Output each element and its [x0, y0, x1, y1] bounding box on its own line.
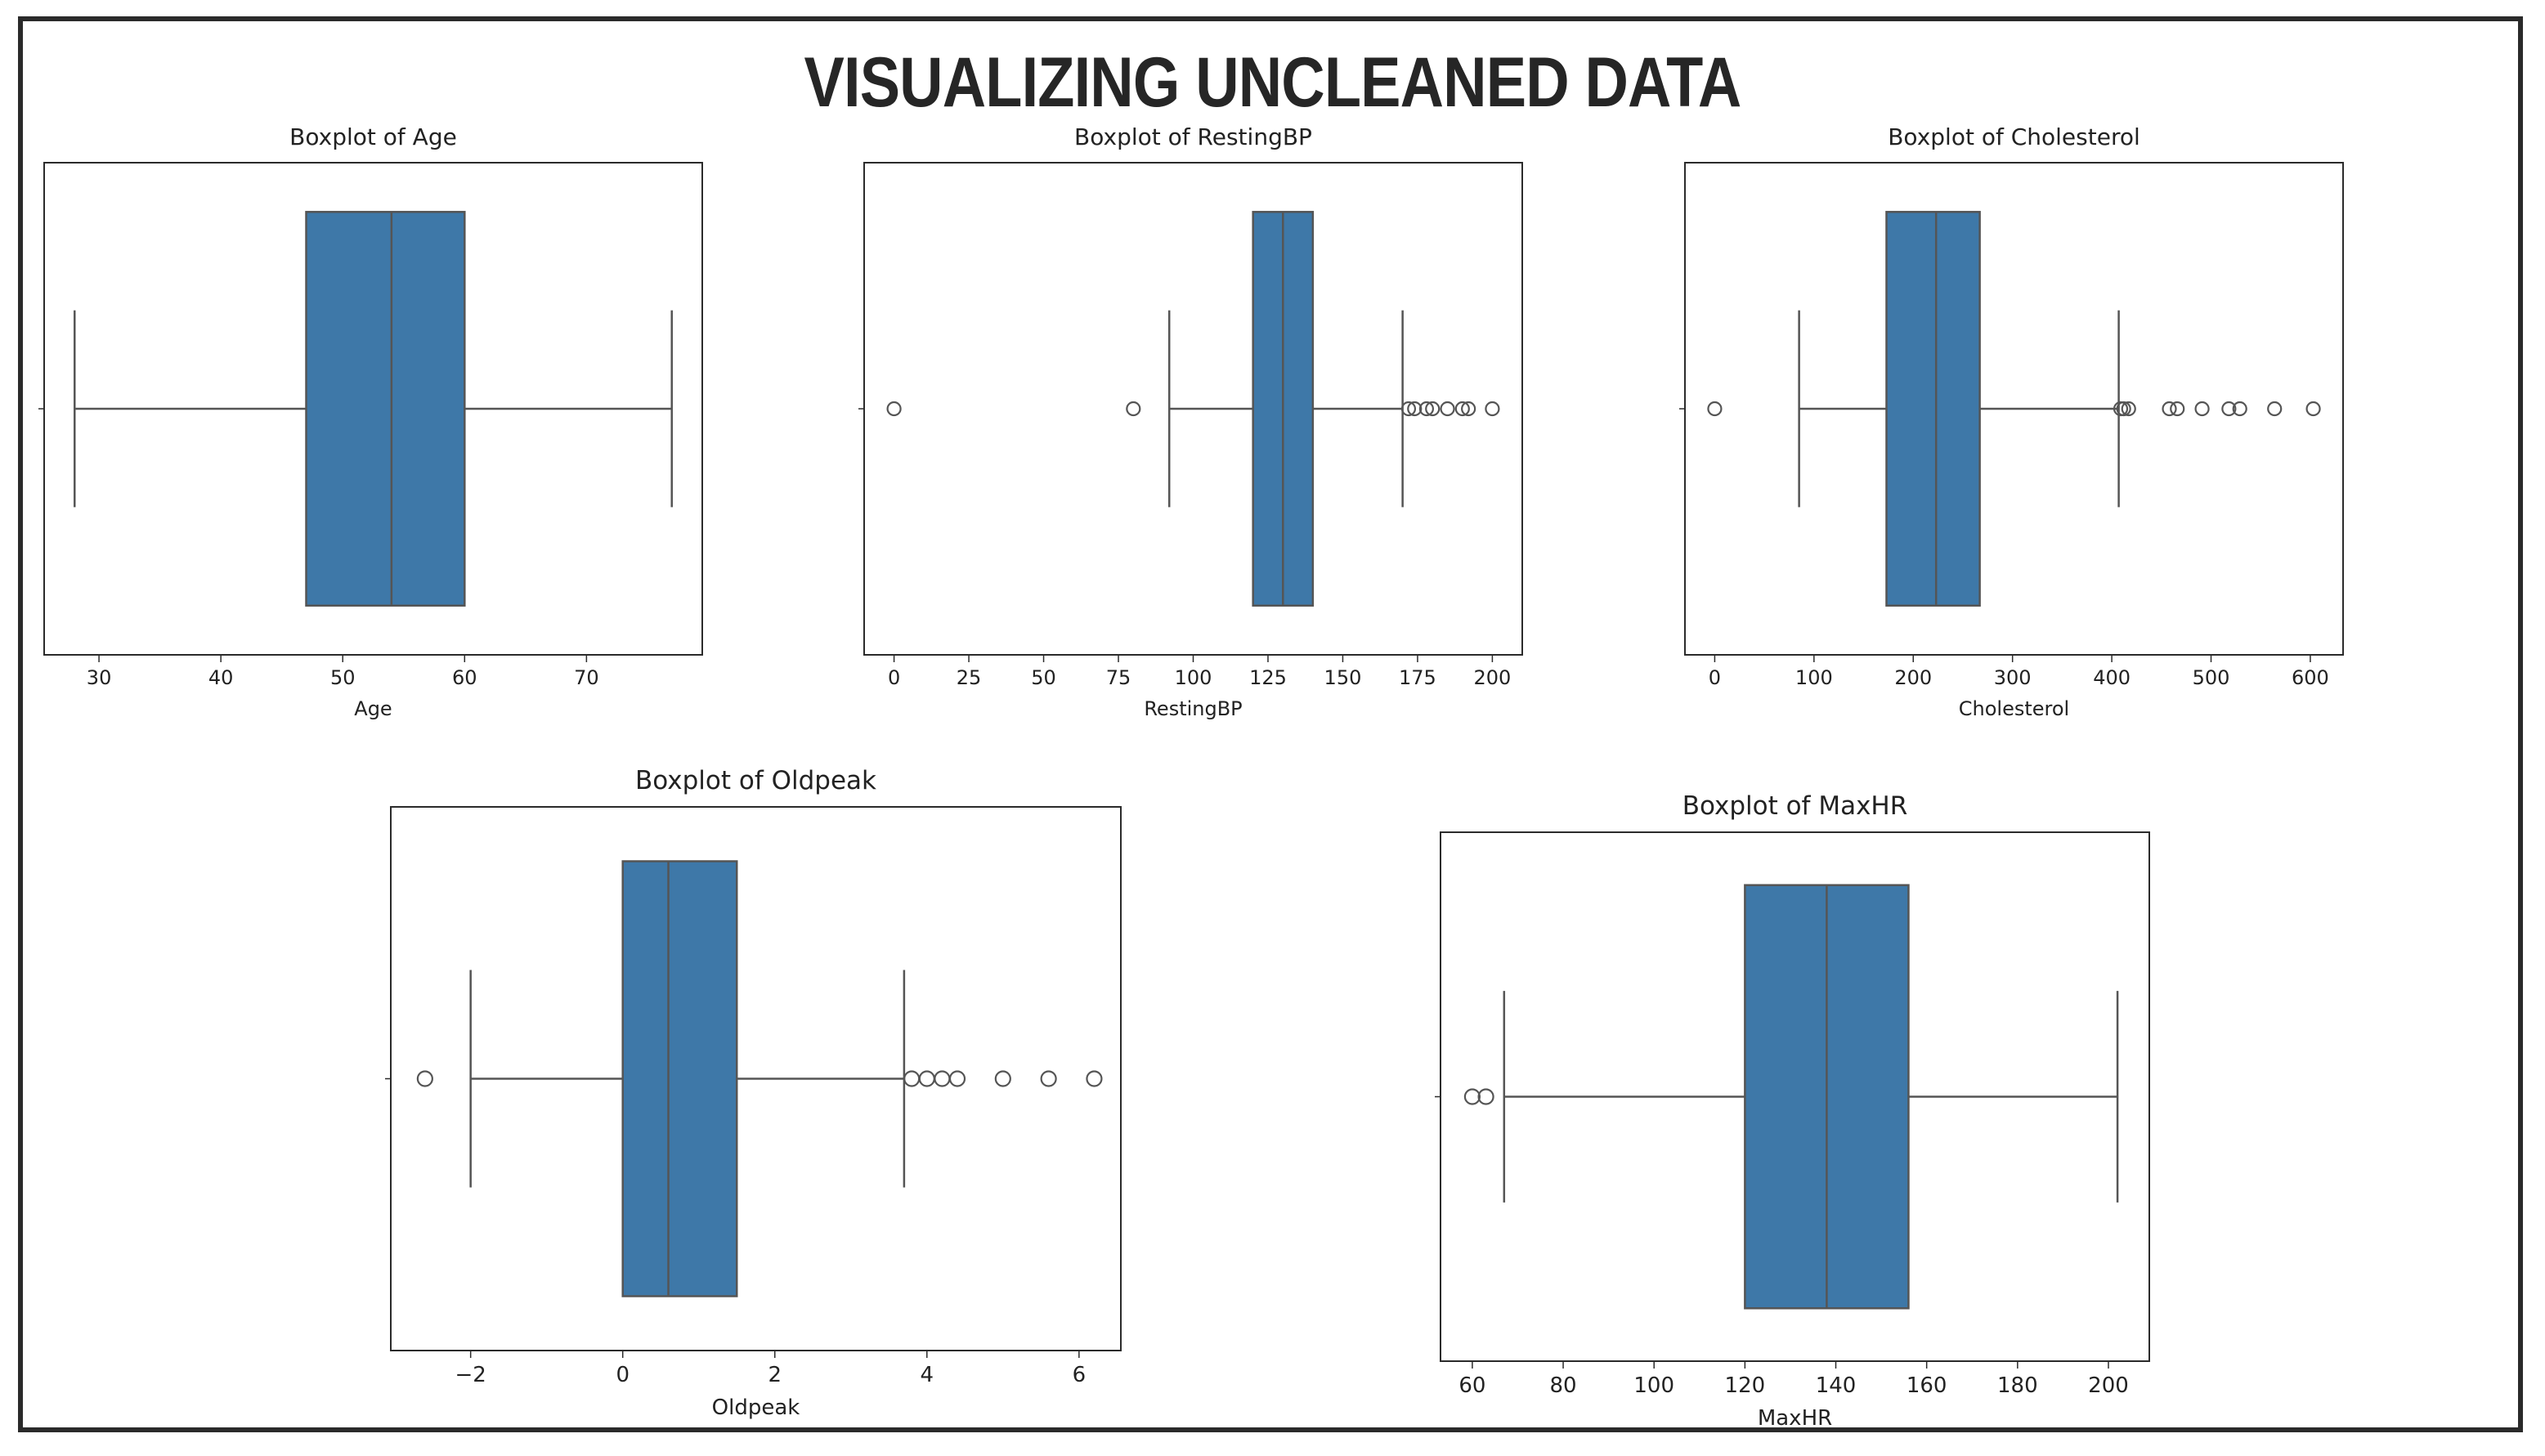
outlier-point — [1400, 401, 1417, 417]
outlier-point — [886, 401, 902, 417]
iqr-box — [1885, 210, 1981, 607]
x-tick-label: 500 — [2193, 666, 2230, 689]
outlier-point — [2170, 401, 2185, 417]
outlier-point — [2116, 401, 2131, 417]
outlier-point — [1418, 401, 1435, 417]
outlier-point — [1126, 401, 1141, 417]
x-tick-label: 160 — [1907, 1373, 1947, 1398]
x-tick-label: 100 — [1175, 666, 1212, 689]
outlier-point — [1086, 1070, 1103, 1087]
outlier-point — [1707, 401, 1723, 417]
outlier-point — [1040, 1070, 1057, 1087]
x-tick-label: 40 — [208, 666, 234, 689]
x-axis-label: Age — [354, 697, 392, 720]
x-tick-label: 175 — [1399, 666, 1436, 689]
x-tick-label: 200 — [1474, 666, 1512, 689]
outlier-point — [994, 1070, 1011, 1087]
boxplot-5: Boxplot of MaxHR 60 80 100 120 140 160 180 200 Ma… — [1435, 791, 2150, 1431]
x-tick-label: 0 — [616, 1363, 630, 1387]
x-tick-label: −2 — [455, 1363, 486, 1387]
x-tick-label: 2 — [768, 1363, 782, 1387]
x-tick-label: 140 — [1816, 1373, 1857, 1398]
x-axis-label: Cholesterol — [1959, 697, 2069, 720]
x-tick-label: 0 — [888, 666, 900, 689]
outlier-point — [416, 1070, 433, 1087]
iqr-box — [621, 860, 738, 1297]
boxplot-2: Boxplot of RestingBP 0 25 50 75 100 125 150 175 2… — [858, 123, 1523, 720]
boxplot-3: Boxplot of Cholesterol 0 100 200 300 400 500 60… — [1679, 123, 2344, 720]
outlier-point — [1463, 1088, 1481, 1105]
x-tick-label: 150 — [1324, 666, 1362, 689]
chart-title: Boxplot of Cholesterol — [1888, 123, 2140, 150]
outlier-point — [948, 1070, 966, 1087]
x-tick-label: 120 — [1725, 1373, 1766, 1398]
outlier-point — [2194, 401, 2210, 417]
outlier-point — [1461, 401, 1476, 417]
x-tick-label: 600 — [2292, 666, 2329, 689]
boxplot-4: Boxplot of Oldpeak −2 0 2 4 6 Oldpeak — [385, 766, 1122, 1420]
x-tick-label: 300 — [1994, 666, 2032, 689]
x-axis-label: MaxHR — [1758, 1406, 1832, 1431]
x-tick-label: 200 — [1894, 666, 1932, 689]
outlier-point — [1485, 401, 1500, 417]
chart-title: Boxplot of RestingBP — [1074, 123, 1312, 150]
outlier-point — [2121, 401, 2136, 417]
x-tick-label: 100 — [1633, 1373, 1674, 1398]
outlier-point — [1477, 1088, 1494, 1105]
x-tick-label: 4 — [921, 1363, 934, 1387]
chart-title: Boxplot of Age — [289, 123, 457, 150]
outlier-point — [1425, 401, 1441, 417]
outlier-point — [2221, 401, 2237, 417]
x-axis-label: RestingBP — [1144, 697, 1242, 720]
outlier-point — [2232, 401, 2247, 417]
outlier-point — [1407, 401, 1423, 417]
x-tick-label: 180 — [1997, 1373, 2038, 1398]
x-tick-label: 100 — [1795, 666, 1833, 689]
boxplot-1: Boxplot of Age 30 40 50 60 70 Age — [38, 123, 703, 720]
x-tick-label: 200 — [2088, 1373, 2129, 1398]
outlier-point — [2305, 401, 2321, 417]
outlier-point — [2267, 401, 2283, 417]
x-tick-label: 50 — [330, 666, 356, 689]
x-tick-label: 125 — [1249, 666, 1287, 689]
x-tick-label: 75 — [1106, 666, 1131, 689]
outlier-point — [1440, 401, 1455, 417]
x-tick-label: 6 — [1073, 1363, 1087, 1387]
x-tick-label: 0 — [1709, 666, 1721, 689]
x-tick-label: 50 — [1031, 666, 1056, 689]
x-axis-label: Oldpeak — [712, 1396, 800, 1420]
x-tick-label: 30 — [87, 666, 112, 689]
x-tick-label: 25 — [957, 666, 982, 689]
outlier-point — [1454, 401, 1470, 417]
x-tick-label: 80 — [1550, 1373, 1577, 1398]
chart-title: Boxplot of Oldpeak — [635, 766, 876, 795]
chart-title: Boxplot of MaxHR — [1682, 791, 1908, 821]
x-tick-label: 60 — [1458, 1373, 1485, 1398]
x-tick-label: 60 — [452, 666, 477, 689]
x-tick-label: 70 — [574, 666, 599, 689]
outlier-point — [2162, 401, 2177, 417]
x-tick-label: 400 — [2093, 666, 2131, 689]
page-title: VISUALIZING UNCLEANED DATA — [804, 43, 1742, 122]
iqr-box — [305, 210, 466, 607]
